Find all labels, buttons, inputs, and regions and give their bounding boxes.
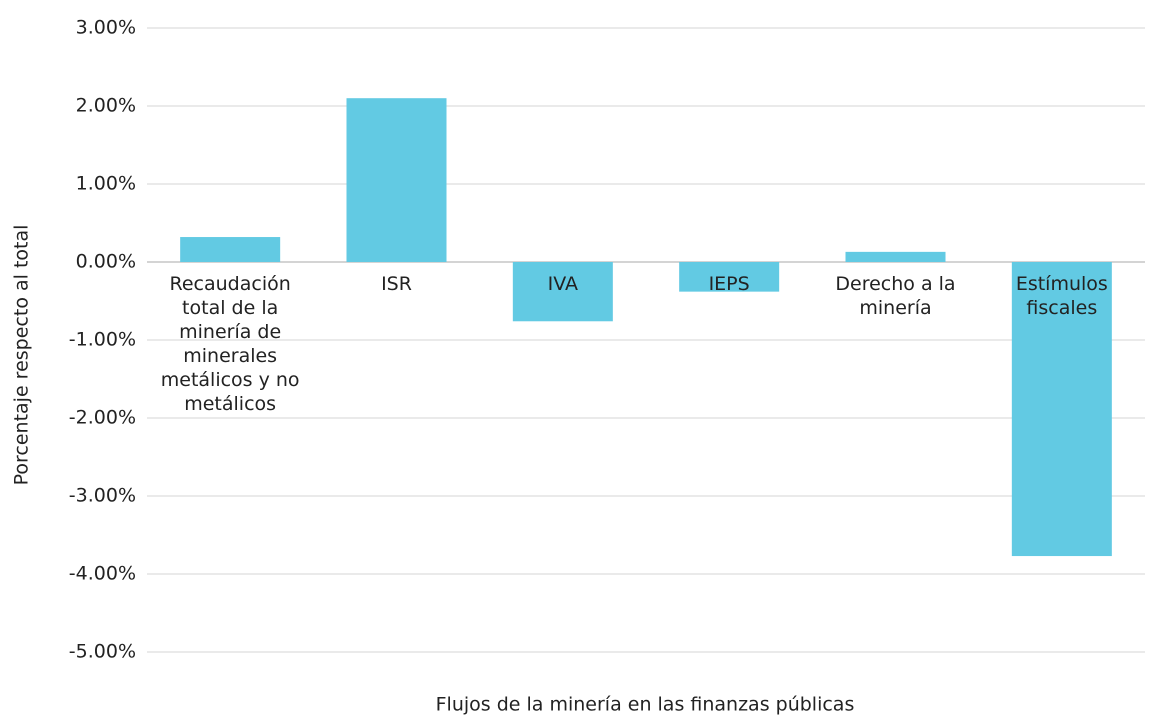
x-tick-label: IVA bbox=[547, 273, 579, 295]
y-tick-label: 2.00% bbox=[76, 95, 136, 117]
bar bbox=[180, 237, 281, 262]
y-tick-label: 1.00% bbox=[76, 173, 136, 195]
y-tick-label: 3.00% bbox=[76, 17, 136, 39]
bar bbox=[845, 251, 946, 262]
bar bbox=[512, 262, 613, 322]
x-tick-label: IEPS bbox=[708, 273, 750, 295]
y-tick-label: 0.00% bbox=[76, 251, 136, 273]
y-tick-label: -4.00% bbox=[69, 563, 136, 585]
y-tick-label: -3.00% bbox=[69, 485, 136, 507]
y-tick-label: -5.00% bbox=[69, 641, 136, 663]
y-axis-title: Porcentaje respecto al total bbox=[11, 225, 33, 486]
bar bbox=[1011, 262, 1112, 557]
x-tick-label: Derecho a la minería bbox=[835, 273, 956, 319]
bar bbox=[346, 98, 447, 262]
x-axis-title: Flujos de la minería en las finanzas púb… bbox=[436, 694, 855, 716]
y-tick-label: -1.00% bbox=[69, 329, 136, 351]
x-tick-label: ISR bbox=[381, 273, 412, 295]
bar bbox=[679, 262, 780, 292]
x-tick-label: Recaudación total de la minería de miner… bbox=[160, 273, 300, 415]
y-tick-label: -2.00% bbox=[69, 407, 136, 429]
x-tick-label: Estímulos fiscales bbox=[1015, 273, 1108, 319]
